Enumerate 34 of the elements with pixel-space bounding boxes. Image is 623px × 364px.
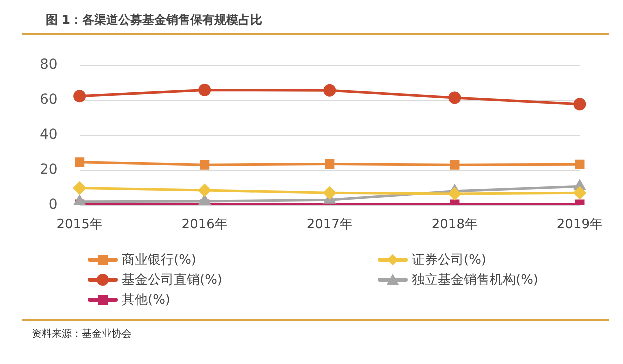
legend-label: 商业银行(%) bbox=[122, 252, 196, 269]
x-tick-label: 2019年 bbox=[556, 218, 604, 233]
point bbox=[74, 90, 86, 103]
point bbox=[575, 160, 585, 170]
legend-label: 证券公司(%) bbox=[412, 252, 486, 269]
point bbox=[324, 186, 336, 200]
point bbox=[325, 159, 335, 170]
text: 资料来源：基金业协会 bbox=[32, 328, 133, 341]
legend-label: 基金公司直销(%) bbox=[122, 272, 222, 289]
point bbox=[198, 184, 212, 197]
x-tick-label: 2016年 bbox=[182, 218, 228, 233]
point bbox=[574, 98, 586, 111]
x-tick-label: 2018年 bbox=[432, 218, 478, 233]
point bbox=[574, 186, 586, 200]
point bbox=[74, 182, 86, 194]
point bbox=[198, 84, 212, 96]
point bbox=[450, 160, 460, 170]
point bbox=[75, 158, 85, 168]
point bbox=[200, 160, 210, 170]
x-tick-label: 2017年 bbox=[306, 218, 353, 233]
point bbox=[74, 196, 86, 206]
point bbox=[324, 84, 336, 97]
y-tick-label: 20 bbox=[40, 162, 58, 178]
y-tick-label: 0 bbox=[48, 197, 58, 214]
y-tick-label: 80 bbox=[40, 57, 58, 74]
legend-label: 独立基金销售机构(%) bbox=[412, 272, 538, 289]
y-tick-label: 60 bbox=[40, 92, 58, 108]
point bbox=[448, 188, 462, 200]
point bbox=[448, 92, 462, 104]
y-tick-label: 40 bbox=[40, 127, 58, 144]
legend-label: 其他(%) bbox=[122, 292, 170, 309]
x-tick-label: 2015年 bbox=[56, 218, 103, 233]
point bbox=[199, 195, 210, 206]
chart-title: 图 1：各渠道公募基金销售保有规模占比 bbox=[22, 8, 609, 35]
